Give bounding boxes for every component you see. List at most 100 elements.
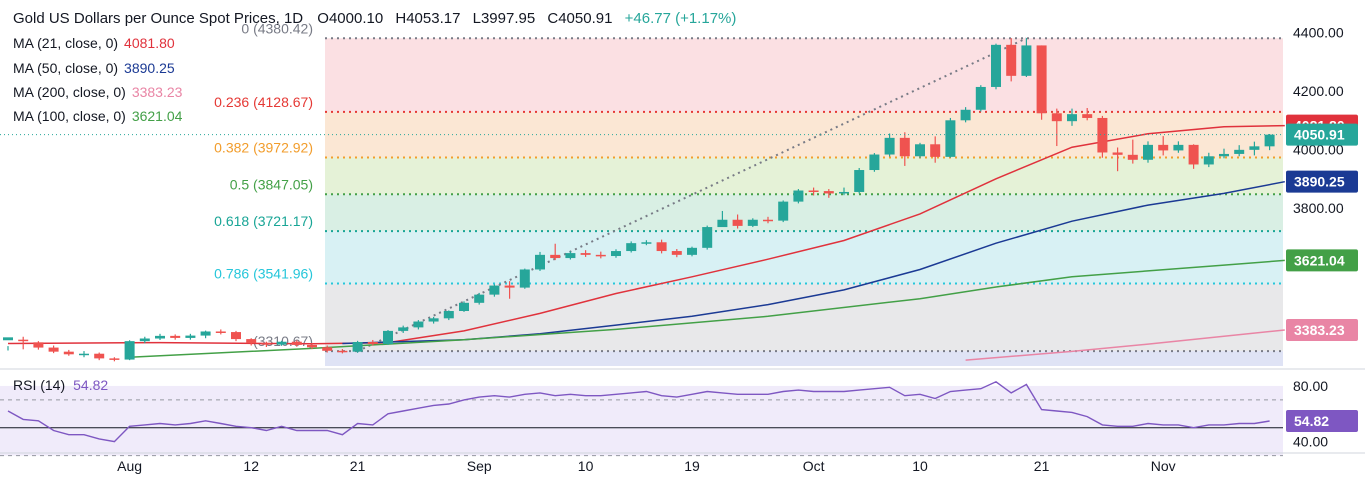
candle-body [504, 285, 515, 288]
change-value: +46.77 (+1.17%) [624, 10, 737, 27]
candle-body [1036, 45, 1047, 114]
candle-body [428, 318, 439, 322]
candle-body [808, 190, 819, 192]
open-value: 4000.10 [328, 10, 384, 27]
ma50-legend[interactable]: MA (50, close, 0) 3890.25 [13, 60, 175, 76]
candle-body [1173, 144, 1184, 151]
candle-body [170, 335, 181, 338]
candle-body [839, 191, 849, 194]
time-tick-label: Aug [117, 458, 142, 474]
candle-body [535, 254, 545, 270]
rsi-value-tag-label: 54.82 [1294, 413, 1329, 429]
candle-body [48, 347, 59, 352]
candle-body [1006, 44, 1017, 76]
candle-body [94, 353, 105, 359]
fib-level-label: 0.618 (3721.17) [214, 213, 313, 229]
fib-level-label: 0.5 (3847.05) [230, 176, 313, 192]
time-tick-label: 19 [684, 458, 700, 474]
rsi-label: RSI (14) [13, 377, 66, 393]
candle-body [641, 242, 652, 244]
ma21-value: 4081.80 [124, 35, 175, 51]
time-tick-label: Nov [1151, 458, 1176, 474]
price-tick-label: 3800.00 [1293, 200, 1344, 216]
fib-level-label: (3310.67) [253, 333, 313, 349]
candle-body [732, 219, 743, 226]
ma100-legend[interactable]: MA (100, close, 0) 3621.04 [13, 108, 182, 124]
candle-body [945, 120, 956, 157]
fib-level-label: 0.382 (3972.92) [214, 139, 313, 155]
time-tick-label: 10 [578, 458, 594, 474]
candle-body [763, 219, 773, 222]
candle-body [1234, 149, 1245, 154]
candle-body [930, 144, 941, 157]
time-tick-label: Oct [803, 458, 825, 474]
candle-body [869, 154, 880, 171]
ma200-legend[interactable]: MA (200, close, 0) 3383.23 [13, 84, 182, 100]
time-tick-label: Sep [467, 458, 492, 474]
candle-body [1021, 45, 1032, 76]
candle-body [747, 219, 758, 226]
candle-body [1264, 134, 1275, 147]
rsi-value: 54.82 [73, 377, 109, 393]
candle-body [687, 247, 697, 255]
rsi-legend[interactable]: RSI (14) 54.82 [13, 377, 108, 393]
high-label: H [395, 10, 407, 27]
candle-body [367, 342, 378, 345]
candle-body [580, 253, 591, 255]
candle-body [291, 341, 302, 345]
candle-body [1158, 144, 1169, 151]
time-tick-label: 21 [350, 458, 366, 474]
candle-body [200, 331, 211, 336]
candle-body [459, 302, 469, 312]
fibonacci-labels: 0 (4380.42) 0.236 (4128.67) 0.382 (3972.92… [214, 20, 313, 349]
ma21-legend[interactable]: MA (21, close, 0) 4081.80 [13, 35, 175, 51]
candle-body [337, 350, 348, 353]
rsi-tick-label: 80.00 [1293, 378, 1328, 394]
fib-band [325, 283, 1283, 352]
price-tag-box [1286, 123, 1358, 146]
candle-body [1219, 153, 1229, 157]
price-tag-box [1286, 318, 1358, 341]
fib-level-label: 0.786 (3541.96) [214, 266, 313, 282]
rsi-line [7, 380, 1270, 443]
fibonacci-levels [325, 37, 1283, 353]
close-label: C [547, 10, 559, 27]
price-tick-label: 4400.00 [1293, 25, 1344, 41]
candle-body [1067, 114, 1077, 122]
ma50-value: 3890.25 [124, 60, 175, 76]
candle-body [1188, 144, 1199, 165]
price-tag-label: 3890.25 [1294, 174, 1345, 190]
ma-line [965, 329, 1285, 361]
candle-body [884, 137, 895, 155]
candle-body [519, 269, 530, 288]
time-tick-label: 12 [243, 458, 259, 474]
price-tag-box [1286, 170, 1358, 193]
price-tag-label: 4050.91 [1294, 127, 1345, 143]
candle-body [1127, 154, 1138, 160]
candle-body [854, 170, 865, 192]
ma100-value: 3621.04 [131, 108, 183, 124]
candle-body [991, 44, 1001, 87]
candle-body [778, 201, 789, 221]
candle-body [611, 251, 621, 257]
candle-body [261, 343, 272, 345]
candle-body [1143, 144, 1153, 160]
fib-level-label: 0 (4380.42) [241, 20, 313, 36]
moving-average-lines [7, 124, 1285, 361]
candle-body [1051, 113, 1062, 122]
rsi-value-tag [1286, 410, 1358, 433]
candle-body [489, 285, 500, 295]
ma200-label: MA (200, close, 0) [13, 84, 126, 100]
candle-body [231, 332, 241, 340]
candle-body [322, 347, 333, 351]
rsi-panel: 80.00 40.00 54.82 [0, 368, 1365, 457]
fib-band [325, 351, 1283, 366]
candle-body [33, 342, 44, 348]
fib-level-label: 0.236 (4128.67) [214, 94, 313, 110]
candle-body [474, 294, 485, 303]
high-value: 4053.17 [406, 10, 461, 27]
fib-band [325, 38, 1283, 112]
candle-body [671, 251, 682, 255]
candle-body [1249, 146, 1260, 150]
price-tag-label: 3621.04 [1294, 252, 1345, 268]
